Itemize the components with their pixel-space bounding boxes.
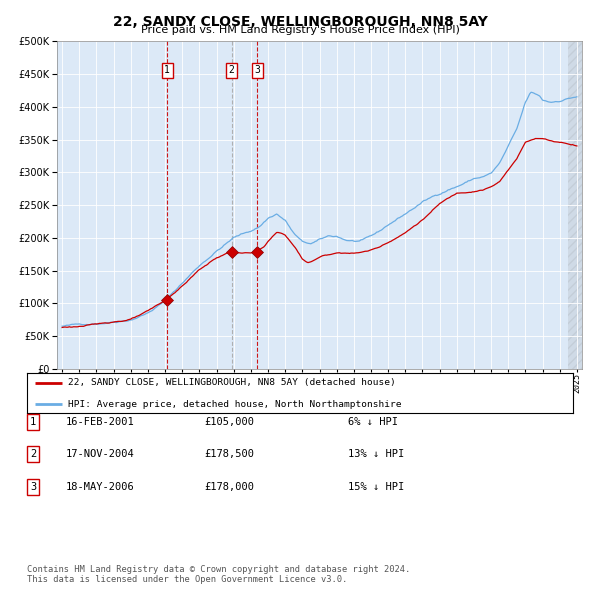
Text: Contains HM Land Registry data © Crown copyright and database right 2024.
This d: Contains HM Land Registry data © Crown c… <box>27 565 410 584</box>
Text: 6% ↓ HPI: 6% ↓ HPI <box>348 417 398 427</box>
Text: HPI: Average price, detached house, North Northamptonshire: HPI: Average price, detached house, Nort… <box>68 399 401 409</box>
Text: 16-FEB-2001: 16-FEB-2001 <box>66 417 135 427</box>
Text: 13% ↓ HPI: 13% ↓ HPI <box>348 450 404 459</box>
Text: 2: 2 <box>30 450 36 459</box>
Bar <box>568 41 582 369</box>
Text: 18-MAY-2006: 18-MAY-2006 <box>66 482 135 491</box>
Text: 2: 2 <box>229 65 235 75</box>
Text: 3: 3 <box>30 482 36 491</box>
Text: £178,000: £178,000 <box>204 482 254 491</box>
Text: £105,000: £105,000 <box>204 417 254 427</box>
Text: 22, SANDY CLOSE, WELLINGBOROUGH, NN8 5AY (detached house): 22, SANDY CLOSE, WELLINGBOROUGH, NN8 5AY… <box>68 378 396 388</box>
Text: 22, SANDY CLOSE, WELLINGBOROUGH, NN8 5AY: 22, SANDY CLOSE, WELLINGBOROUGH, NN8 5AY <box>113 15 487 29</box>
Text: £178,500: £178,500 <box>204 450 254 459</box>
Text: 17-NOV-2004: 17-NOV-2004 <box>66 450 135 459</box>
Text: 1: 1 <box>30 417 36 427</box>
Text: 15% ↓ HPI: 15% ↓ HPI <box>348 482 404 491</box>
Text: 3: 3 <box>254 65 260 75</box>
Text: Price paid vs. HM Land Registry's House Price Index (HPI): Price paid vs. HM Land Registry's House … <box>140 25 460 35</box>
Text: 1: 1 <box>164 65 170 75</box>
